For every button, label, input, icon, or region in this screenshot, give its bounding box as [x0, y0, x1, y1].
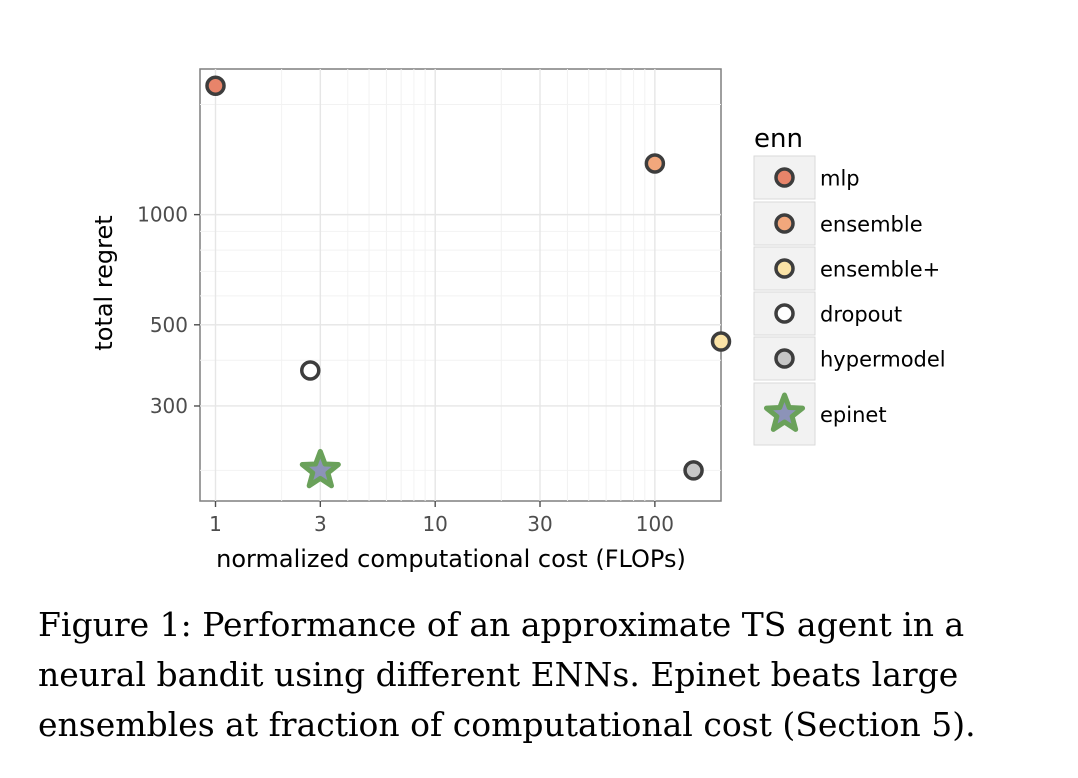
- legend-marker-mlp: [774, 167, 795, 188]
- x-axis-title: normalized computational cost (FLOPs): [216, 545, 686, 573]
- point-ensembleplus: [710, 331, 732, 352]
- y-tick-label: 300: [150, 394, 188, 418]
- point-mlp: [205, 75, 226, 96]
- x-tick-label: 1: [209, 512, 222, 536]
- x-tick-label: 100: [636, 512, 674, 536]
- y-tick-label: 1000: [137, 203, 188, 227]
- legend-title: enn: [754, 124, 803, 154]
- x-tick-label: 3: [314, 512, 327, 536]
- legend-label-ensemble: ensemble: [820, 213, 923, 237]
- legend-label-mlp: mlp: [820, 167, 860, 191]
- legend-marker-dropout: [774, 303, 795, 324]
- legend-marker-ensemble: [774, 213, 795, 234]
- legend-label-dropout: dropout: [820, 303, 902, 327]
- legend-label-ensembleplus: ensemble+: [820, 258, 940, 282]
- x-tick-label: 30: [527, 512, 552, 536]
- y-tick-label: 500: [150, 313, 188, 337]
- point-epinet: [299, 448, 341, 489]
- data-points: [205, 75, 732, 489]
- point-hypermodel: [683, 460, 704, 481]
- legend-marker-epinet: [763, 392, 806, 432]
- point-dropout: [300, 360, 321, 381]
- point-ensemble: [644, 153, 666, 174]
- axis-ticks: 1 3 10 30 100 300 500 1000: [137, 203, 674, 536]
- x-tick-label: 10: [422, 512, 447, 536]
- legend-marker-hypermodel: [774, 348, 795, 369]
- legend-marker-ensembleplus: [774, 258, 795, 279]
- plot-background: [199, 68, 722, 502]
- legend: mlp ensemble ensemble+ dropout hypermodel epi…: [753, 155, 946, 446]
- legend-label-hypermodel: hypermodel: [820, 348, 946, 372]
- major-gridlines: [200, 69, 721, 501]
- scatter-chart: 1 3 10 30 100 300 500 1000 normalized computati…: [90, 68, 946, 573]
- figure-caption: Figure 1: Performance of an approximate …: [38, 605, 976, 744]
- legend-label-epinet: epinet: [820, 403, 887, 427]
- y-axis-title: total regret: [90, 215, 118, 350]
